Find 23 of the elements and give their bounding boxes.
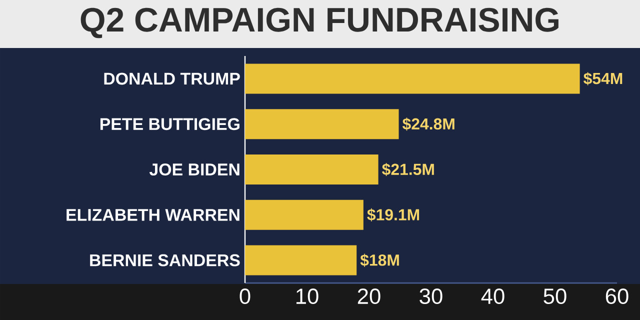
bar xyxy=(245,154,378,185)
data-label: $24.8M xyxy=(402,118,454,131)
data-label: $21.5M xyxy=(382,163,434,176)
bar xyxy=(245,64,580,94)
bar xyxy=(245,109,399,140)
y-tick-label: ELIZABETH WARREN xyxy=(66,209,240,221)
y-tick-label: BERNIE SANDERS xyxy=(90,254,240,266)
y-tick-label: PETE BUTTIGIEG xyxy=(100,118,240,130)
x-tick-label: 10 xyxy=(296,288,318,304)
y-tick-label: JOE BIDEN xyxy=(149,164,240,176)
x-tick-label: 60 xyxy=(606,288,628,304)
data-label: $54M xyxy=(584,72,622,86)
x-tick-label: 50 xyxy=(544,288,566,304)
data-label: $18M xyxy=(360,254,399,267)
y-tick-label: DONALD TRUMP xyxy=(104,72,240,85)
x-tick-label: 0 xyxy=(240,288,250,304)
x-tick-label: 40 xyxy=(481,288,504,304)
bar xyxy=(245,200,364,230)
bar xyxy=(245,245,357,276)
chart-title: Q2 CAMPAIGN FUNDRAISING xyxy=(80,8,558,38)
data-label: $19.1M xyxy=(367,208,420,222)
x-tick-label: 30 xyxy=(420,288,442,304)
x-tick-label: 20 xyxy=(358,288,380,304)
